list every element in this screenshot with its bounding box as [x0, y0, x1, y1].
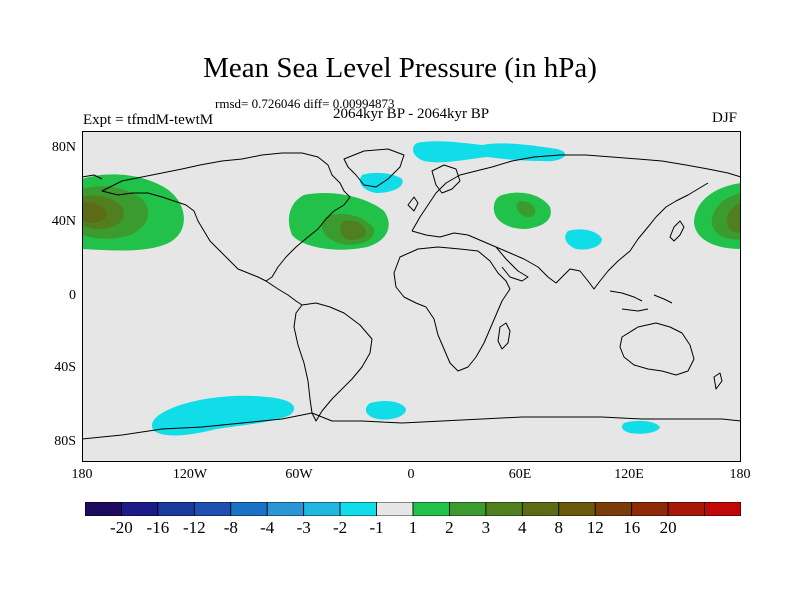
x-tick-120w: 120W — [172, 467, 208, 482]
colorbar-label: 8 — [554, 518, 564, 537]
colorbar-label: 12 — [586, 518, 604, 537]
colorbar-swatch — [230, 502, 268, 516]
colorbar-swatch — [266, 502, 305, 516]
colorbar-swatch — [521, 502, 560, 516]
north-america-coast — [101, 152, 351, 282]
colorbar-label: -2 — [333, 518, 348, 537]
x-tick-120e: 120E — [614, 467, 644, 482]
colorbar-swatch — [412, 502, 450, 516]
y-tick-80n: 80N — [51, 140, 76, 155]
rmsd-diff-stats: rmsd= 0.726046 diff= 0.00994873 — [215, 96, 395, 111]
greenland-coast — [343, 148, 405, 188]
colorbar-label: 16 — [623, 518, 641, 537]
colorbar-swatch — [157, 502, 195, 516]
southeast-asia-islands-coast — [609, 290, 673, 312]
plot-title: Mean Sea Level Pressure (in hPa) — [203, 52, 597, 84]
colorbar-label: -16 — [146, 518, 170, 537]
colorbar-swatch — [121, 502, 159, 516]
madagascar-coast — [497, 322, 511, 350]
anomaly-north-pacific-east-high — [694, 183, 741, 249]
colorbar-swatch — [303, 502, 341, 516]
world-map — [82, 131, 741, 462]
anomaly-central-asia-high — [493, 192, 551, 229]
colorbar-label: -1 — [369, 518, 384, 537]
colorbar-swatch — [558, 502, 596, 516]
x-tick-60w: 60W — [285, 467, 313, 482]
colorbar — [85, 502, 741, 516]
south-america-coast — [293, 302, 373, 422]
anomaly-north-atlantic-high — [288, 192, 389, 250]
new-zealand-coast — [713, 372, 723, 390]
season-label: DJF — [712, 110, 738, 126]
anomaly-negative-regions — [151, 141, 660, 436]
colorbar-label: 1 — [408, 518, 418, 537]
colorbar-label: 20 — [659, 518, 677, 537]
anomaly-south-atlantic-low — [365, 401, 406, 420]
colorbar-label: -4 — [260, 518, 275, 537]
y-tick-0: 0 — [69, 288, 76, 303]
colorbar-swatch — [631, 502, 669, 516]
experiment-label: Expt = tfmdM-tewtM — [83, 112, 214, 128]
colorbar-label: -12 — [182, 518, 206, 537]
colorbar-label: -8 — [223, 518, 238, 537]
eurasia-coast — [82, 154, 741, 290]
antarctica-coast — [82, 412, 741, 440]
anomaly-arctic-low — [412, 141, 566, 163]
colorbar-label: 4 — [518, 518, 527, 537]
x-tick-180e: 180 — [729, 467, 751, 482]
europe-islands-coast — [407, 164, 461, 212]
australia-coast — [619, 322, 695, 376]
y-tick-40n: 40N — [51, 214, 76, 229]
colorbar-swatch — [594, 502, 633, 516]
coastlines — [82, 148, 741, 440]
central-america-coast — [265, 280, 303, 306]
colorbar-label: -3 — [296, 518, 311, 537]
anomaly-southern-pacific-low — [151, 395, 295, 436]
anomaly-tibet-low — [565, 229, 602, 250]
colorbar-swatch — [193, 502, 232, 516]
colorbar-swatch — [667, 502, 705, 516]
japan-coast — [669, 220, 685, 242]
colorbar-swatch — [339, 502, 377, 516]
colorbar-swatch — [85, 502, 122, 516]
colorbar-swatch — [704, 502, 741, 516]
colorbar-swatch — [449, 502, 487, 516]
anomaly-southern-ocean-east-low — [622, 420, 660, 434]
colorbar-label: -20 — [110, 518, 133, 537]
anomaly-north-pacific-west-high — [82, 174, 184, 251]
colorbar-swatch — [376, 502, 414, 516]
x-tick-0: 0 — [407, 467, 415, 482]
map-frame — [82, 131, 741, 462]
colorbar-label: 3 — [481, 518, 491, 537]
time-period: 2064kyr BP - 2064kyr BP — [332, 106, 490, 122]
colorbar-swatch — [485, 502, 523, 516]
x-tick-180w: 180 — [71, 467, 93, 482]
x-tick-60e: 60E — [508, 467, 532, 482]
colorbar-label: 2 — [445, 518, 454, 537]
y-tick-40s: 40S — [54, 360, 76, 375]
arabia-coast — [495, 246, 529, 282]
africa-coast — [393, 246, 511, 372]
y-tick-80s: 80S — [54, 434, 76, 449]
